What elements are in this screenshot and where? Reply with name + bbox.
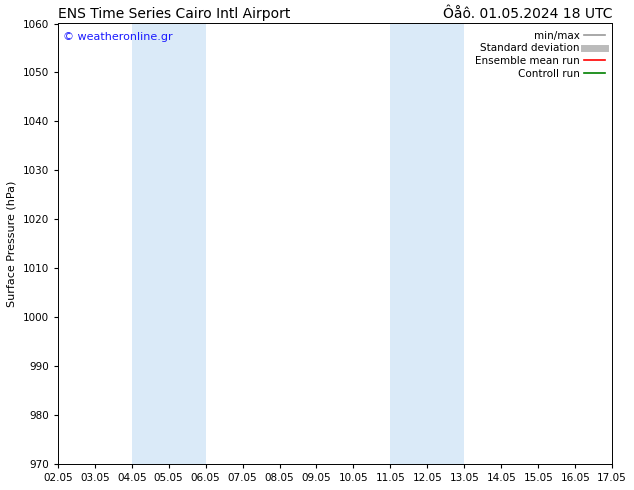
Text: Ôåô. 01.05.2024 18 UTC: Ôåô. 01.05.2024 18 UTC bbox=[443, 7, 612, 21]
Bar bbox=[391, 24, 427, 464]
Text: ENS Time Series Cairo Intl Airport: ENS Time Series Cairo Intl Airport bbox=[58, 7, 290, 21]
Bar bbox=[427, 24, 464, 464]
Legend: min/max, Standard deviation, Ensemble mean run, Controll run: min/max, Standard deviation, Ensemble me… bbox=[473, 29, 607, 81]
Y-axis label: Surface Pressure (hPa): Surface Pressure (hPa) bbox=[7, 181, 17, 307]
Bar bbox=[169, 24, 205, 464]
Bar bbox=[132, 24, 169, 464]
Text: © weatheronline.gr: © weatheronline.gr bbox=[63, 32, 173, 42]
